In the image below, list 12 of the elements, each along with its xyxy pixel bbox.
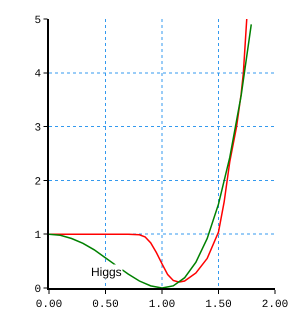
x-tick-label: 2.00 — [262, 298, 288, 311]
y-tick-label: 0 — [34, 284, 42, 296]
x-tick-label: 1.00 — [148, 298, 176, 311]
y-tick-label: 3 — [34, 122, 42, 134]
y-tick-label: 5 — [34, 14, 42, 27]
y-tick-label: 2 — [34, 176, 42, 188]
x-tick-label: 0.00 — [36, 298, 62, 311]
x-tick-label: 1.50 — [205, 298, 232, 311]
annotation: Higgs — [91, 265, 122, 279]
x-tick-label: 0.50 — [92, 298, 119, 311]
y-tick-label: 4 — [34, 68, 42, 81]
y-tick-label: 1 — [34, 230, 42, 242]
